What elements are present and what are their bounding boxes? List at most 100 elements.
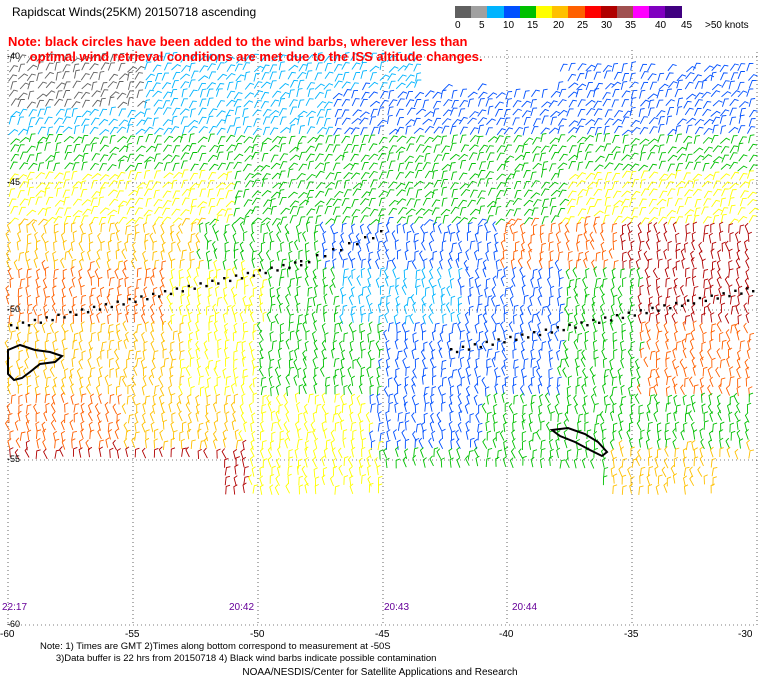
wind-barb <box>145 180 154 189</box>
wind-barb <box>178 268 183 280</box>
wind-barb <box>350 421 357 432</box>
wind-barb <box>206 115 214 125</box>
wind-barb <box>467 294 472 305</box>
wind-barb <box>595 178 603 188</box>
wind-barb <box>277 374 282 386</box>
wind-barb <box>707 366 712 378</box>
wind-barb <box>745 257 750 269</box>
wind-barb <box>748 392 754 403</box>
wind-barb <box>504 446 509 457</box>
wind-barb <box>396 135 407 143</box>
wind-barb <box>602 475 608 486</box>
wind-barb <box>117 312 122 323</box>
wind-barb <box>224 339 230 350</box>
wind-barb <box>629 284 635 295</box>
wind-barb <box>19 278 26 288</box>
wind-barb <box>294 239 299 251</box>
wind-barb <box>538 257 543 269</box>
wind-barb <box>745 285 750 296</box>
wind-barb <box>406 230 412 241</box>
wind-barb <box>278 276 285 286</box>
wind-barb <box>145 145 156 153</box>
wind-barb <box>63 222 69 233</box>
wind-barb <box>306 110 316 118</box>
wind-barb <box>715 366 721 378</box>
wind-barb <box>297 367 302 378</box>
wind-barb <box>267 267 271 279</box>
wind-barb <box>456 230 461 242</box>
wind-barb <box>450 438 455 449</box>
wind-barb <box>190 385 195 396</box>
wind-barb <box>322 357 328 368</box>
wind-barb <box>331 277 336 288</box>
track-marker <box>69 310 72 314</box>
wind-barb <box>170 314 175 325</box>
wind-barb <box>341 135 350 144</box>
wind-barb <box>9 173 19 181</box>
wind-barb <box>549 448 554 460</box>
track-marker <box>473 343 477 346</box>
wind-barb <box>440 89 447 99</box>
wind-barb <box>90 197 98 207</box>
wind-barb <box>78 358 83 370</box>
wind-barb <box>324 260 331 270</box>
wind-barb <box>541 115 549 124</box>
wind-barb <box>269 303 276 314</box>
wind-barb <box>412 430 417 442</box>
wind-barb <box>423 392 428 404</box>
wind-barb <box>311 331 316 342</box>
track-marker <box>187 284 190 288</box>
wind-barb <box>6 258 11 270</box>
wind-barb <box>324 412 329 423</box>
wind-barb <box>594 82 603 91</box>
wind-barb <box>368 143 378 151</box>
wind-barb <box>712 214 720 224</box>
wind-barb <box>276 287 281 298</box>
wind-barb <box>179 276 184 287</box>
wind-barb <box>413 117 421 126</box>
wind-barb <box>509 295 514 307</box>
wind-barb <box>739 340 745 350</box>
wind-barb <box>8 74 18 82</box>
wind-barb <box>378 314 384 325</box>
wind-barb <box>261 178 268 188</box>
wind-barb <box>152 394 157 405</box>
wind-barb <box>160 222 165 234</box>
wind-barb <box>395 108 404 117</box>
wind-barb <box>667 216 676 225</box>
wind-barb <box>195 411 200 422</box>
wind-barb <box>550 189 561 197</box>
wind-barb <box>288 179 296 188</box>
wind-barb <box>154 143 162 152</box>
wind-barb <box>251 206 260 215</box>
wind-barb <box>108 198 119 206</box>
wind-barb <box>639 89 646 99</box>
wind-barb <box>395 82 406 90</box>
wind-barb <box>260 81 271 89</box>
wind-barb <box>386 216 394 226</box>
wind-barb <box>226 162 234 171</box>
wind-barb <box>361 162 369 171</box>
wind-barb <box>26 303 33 314</box>
wind-barb <box>360 267 365 279</box>
wind-barb <box>546 303 552 315</box>
wind-barb <box>126 395 133 405</box>
wind-barb <box>63 171 71 180</box>
wind-barb <box>513 231 518 242</box>
wind-barb <box>388 181 398 189</box>
wind-barb <box>521 275 526 286</box>
wind-barb <box>198 375 204 386</box>
wind-barb <box>521 284 526 296</box>
wind-barb <box>469 286 474 297</box>
wind-barb <box>584 412 589 423</box>
wind-barb <box>523 294 529 305</box>
wind-barb <box>528 248 533 260</box>
wind-barb <box>496 340 502 351</box>
wind-barb <box>745 429 749 440</box>
wind-barb <box>510 258 516 269</box>
wind-barb <box>90 117 100 126</box>
wind-barb <box>64 329 69 341</box>
wind-barb <box>121 248 127 260</box>
wind-barb <box>17 287 23 297</box>
wind-barb <box>332 144 341 153</box>
